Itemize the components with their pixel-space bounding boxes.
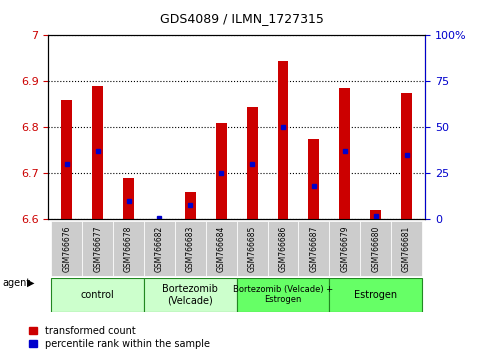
- Text: GSM766679: GSM766679: [340, 225, 349, 272]
- Bar: [185, 192, 196, 219]
- Bar: [144, 278, 237, 312]
- Text: GSM766684: GSM766684: [217, 225, 226, 272]
- Bar: [298, 221, 329, 276]
- Text: GDS4089 / ILMN_1727315: GDS4089 / ILMN_1727315: [159, 12, 324, 25]
- Bar: [268, 221, 298, 276]
- Bar: [61, 100, 72, 219]
- Text: Bortezomib
(Velcade): Bortezomib (Velcade): [162, 284, 218, 306]
- Bar: [175, 221, 206, 276]
- Bar: [247, 107, 257, 219]
- Text: ▶: ▶: [27, 278, 34, 288]
- Bar: [360, 221, 391, 276]
- Bar: [123, 178, 134, 219]
- Text: GSM766685: GSM766685: [248, 225, 256, 272]
- Legend: transformed count, percentile rank within the sample: transformed count, percentile rank withi…: [29, 326, 210, 349]
- Text: GSM766681: GSM766681: [402, 225, 411, 272]
- Bar: [329, 221, 360, 276]
- Bar: [237, 221, 268, 276]
- Bar: [278, 61, 288, 219]
- Text: Estrogen: Estrogen: [354, 290, 397, 300]
- Bar: [82, 221, 113, 276]
- Bar: [51, 221, 82, 276]
- Bar: [206, 221, 237, 276]
- Text: GSM766687: GSM766687: [310, 225, 318, 272]
- Bar: [391, 221, 422, 276]
- Text: GSM766680: GSM766680: [371, 225, 380, 272]
- Text: GSM766676: GSM766676: [62, 225, 71, 272]
- Bar: [92, 86, 103, 219]
- Bar: [113, 221, 144, 276]
- Text: agent: agent: [2, 278, 30, 288]
- Text: Bortezomib (Velcade) +
Estrogen: Bortezomib (Velcade) + Estrogen: [233, 285, 333, 304]
- Bar: [401, 93, 412, 219]
- Bar: [329, 278, 422, 312]
- Bar: [237, 278, 329, 312]
- Text: GSM766686: GSM766686: [279, 225, 287, 272]
- Text: GSM766682: GSM766682: [155, 225, 164, 272]
- Text: control: control: [81, 290, 114, 300]
- Bar: [144, 221, 175, 276]
- Text: GSM766678: GSM766678: [124, 225, 133, 272]
- Bar: [340, 88, 350, 219]
- Text: GSM766683: GSM766683: [186, 225, 195, 272]
- Bar: [51, 278, 144, 312]
- Text: GSM766677: GSM766677: [93, 225, 102, 272]
- Bar: [309, 139, 319, 219]
- Bar: [370, 210, 381, 219]
- Bar: [216, 123, 227, 219]
